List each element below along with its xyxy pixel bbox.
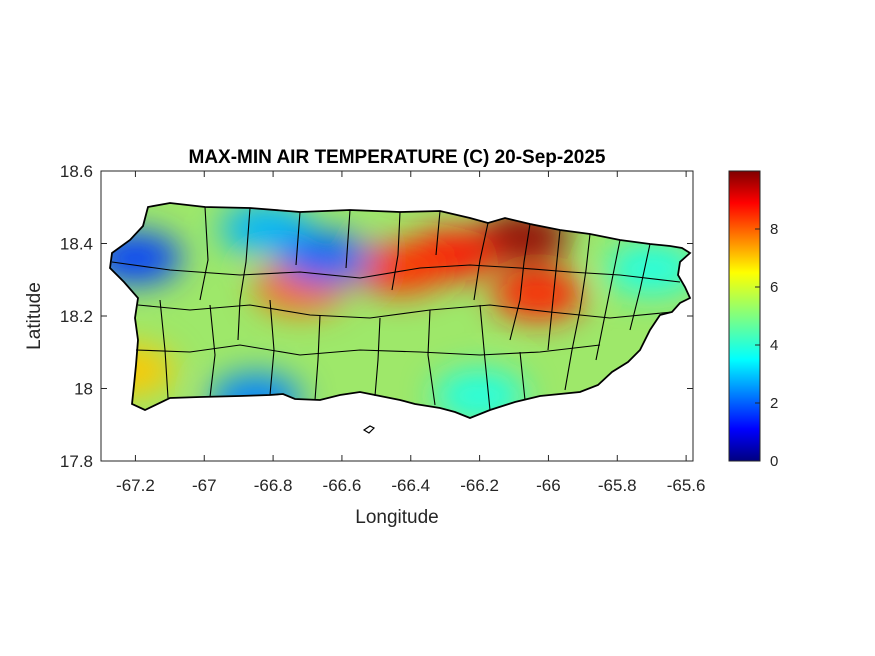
x-tick-label: -66.2 — [460, 476, 499, 495]
x-tick-label: -65.8 — [598, 476, 637, 495]
colorbar-tick-label: 4 — [770, 337, 778, 354]
chart-title: MAX-MIN AIR TEMPERATURE (C) 20-Sep-2025 — [189, 147, 606, 168]
colorbar-tick-label: 2 — [770, 395, 778, 412]
heat-hotspot — [492, 268, 585, 321]
heat-hotspot — [354, 242, 447, 295]
colorbar-tick-label: 0 — [770, 453, 778, 470]
y-axis-ticks: 18.6 18.4 18.2 18 17.8 — [60, 162, 693, 471]
y-tick-label: 18.6 — [60, 162, 93, 181]
y-axis-label: Latitude — [24, 282, 45, 350]
x-tick-label: -67 — [192, 476, 217, 495]
colorbar-tick-label: 6 — [770, 279, 778, 296]
islet-caja-de-muertos — [362, 425, 376, 434]
y-tick-label: 17.8 — [60, 452, 93, 471]
x-tick-label: -65.6 — [667, 476, 706, 495]
x-tick-label: -66 — [536, 476, 561, 495]
island-coastline — [109, 202, 692, 419]
x-tick-label: -67.2 — [116, 476, 155, 495]
colorbar-tick-label: 8 — [770, 221, 778, 238]
x-axis-label: Longitude — [355, 507, 438, 528]
x-tick-label: -66.4 — [391, 476, 430, 495]
x-axis-ticks: -67.2 -67 -66.8 -66.6 -66.4 -66.2 -66 -65.8 -65.… — [116, 171, 705, 495]
heat-hotspot — [278, 232, 371, 284]
municipality-boundaries — [111, 206, 681, 411]
x-tick-label: -66.8 — [254, 476, 293, 495]
x-tick-label: -66.6 — [323, 476, 362, 495]
y-tick-label: 18 — [74, 380, 93, 399]
colorbar — [728, 170, 761, 462]
colorbar-ticks: 8 6 4 2 0 — [755, 221, 778, 470]
y-tick-label: 18.2 — [60, 307, 93, 326]
y-tick-label: 18.4 — [60, 235, 93, 254]
